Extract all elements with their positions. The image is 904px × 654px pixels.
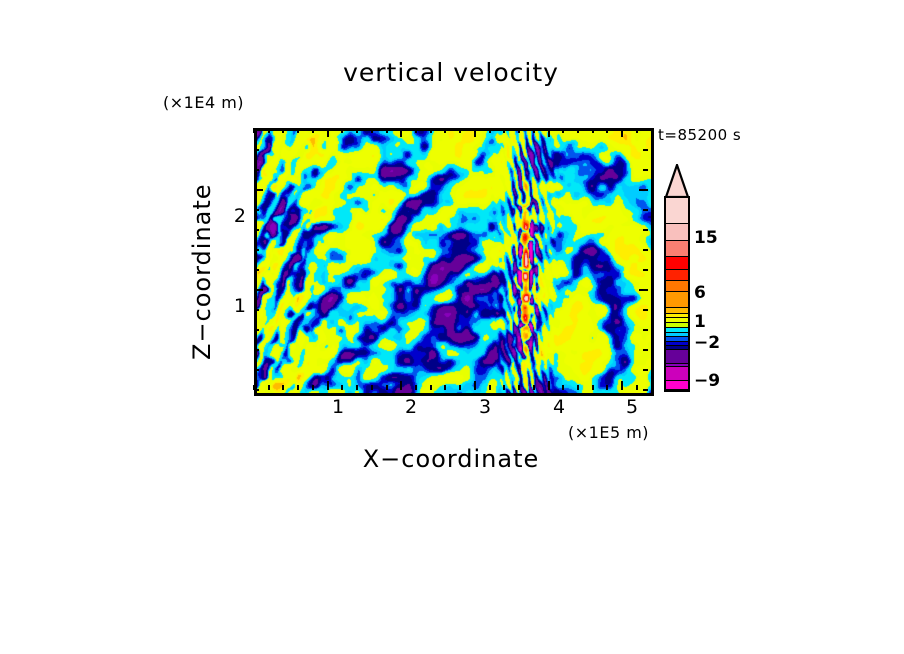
colorbar-segment-19 bbox=[666, 380, 688, 390]
colorbar-segment-3 bbox=[666, 257, 688, 270]
colorbar-segment-2 bbox=[666, 241, 688, 258]
x-tick-label-1: 1 bbox=[331, 396, 345, 418]
x-tick-label-2: 2 bbox=[404, 396, 418, 418]
colorbar-segment-8 bbox=[666, 313, 688, 319]
page-title: vertical velocity bbox=[343, 58, 559, 87]
colorbar-segment-0 bbox=[666, 198, 688, 225]
colorbar-segment-16 bbox=[666, 350, 688, 364]
colorbar-segment-17 bbox=[666, 363, 688, 368]
colorbar-segment-18 bbox=[666, 367, 688, 381]
colorbar-segment-14 bbox=[666, 342, 688, 346]
y-axis-title: Z−coordinate bbox=[188, 183, 216, 360]
colorbar-segment-7 bbox=[666, 308, 688, 314]
y-tick-label-2: 2 bbox=[233, 205, 246, 227]
colorbar-segment-12 bbox=[666, 332, 688, 338]
colorbar-label-6: 6 bbox=[694, 283, 706, 303]
colorbar-segment-1 bbox=[666, 224, 688, 242]
y-tick-label-1: 1 bbox=[233, 295, 246, 317]
colorbar-segment-15 bbox=[666, 345, 688, 351]
colorbar-label-m2: −2 bbox=[694, 333, 721, 353]
colorbar-segment-10 bbox=[666, 323, 688, 328]
vertical-velocity-field bbox=[257, 131, 651, 393]
x-tick-label-4: 4 bbox=[552, 396, 566, 418]
y-axis-unit-label: (×1E4 m) bbox=[163, 93, 245, 112]
colorbar-segment-5 bbox=[666, 280, 688, 293]
colorbar-label-15: 15 bbox=[694, 228, 718, 248]
colorbar-segment-11 bbox=[666, 327, 688, 333]
time-annotation: t=85200 s bbox=[658, 126, 742, 144]
x-axis-unit-label: (×1E5 m) bbox=[568, 423, 650, 442]
colorbar[interactable] bbox=[664, 196, 690, 392]
colorbar-segment-13 bbox=[666, 337, 688, 342]
x-axis-title: X−coordinate bbox=[362, 445, 540, 473]
colorbar-segment-9 bbox=[666, 318, 688, 324]
colorbar-label-m9: −9 bbox=[694, 371, 721, 391]
colorbar-label-1: 1 bbox=[694, 312, 706, 332]
colorbar-extend-arrow-icon bbox=[664, 164, 690, 198]
x-tick-label-3: 3 bbox=[478, 396, 492, 418]
x-tick-label-5: 5 bbox=[625, 396, 639, 418]
colorbar-segment-4 bbox=[666, 269, 688, 281]
plot-area bbox=[254, 128, 654, 396]
colorbar-segment-6 bbox=[666, 292, 688, 309]
